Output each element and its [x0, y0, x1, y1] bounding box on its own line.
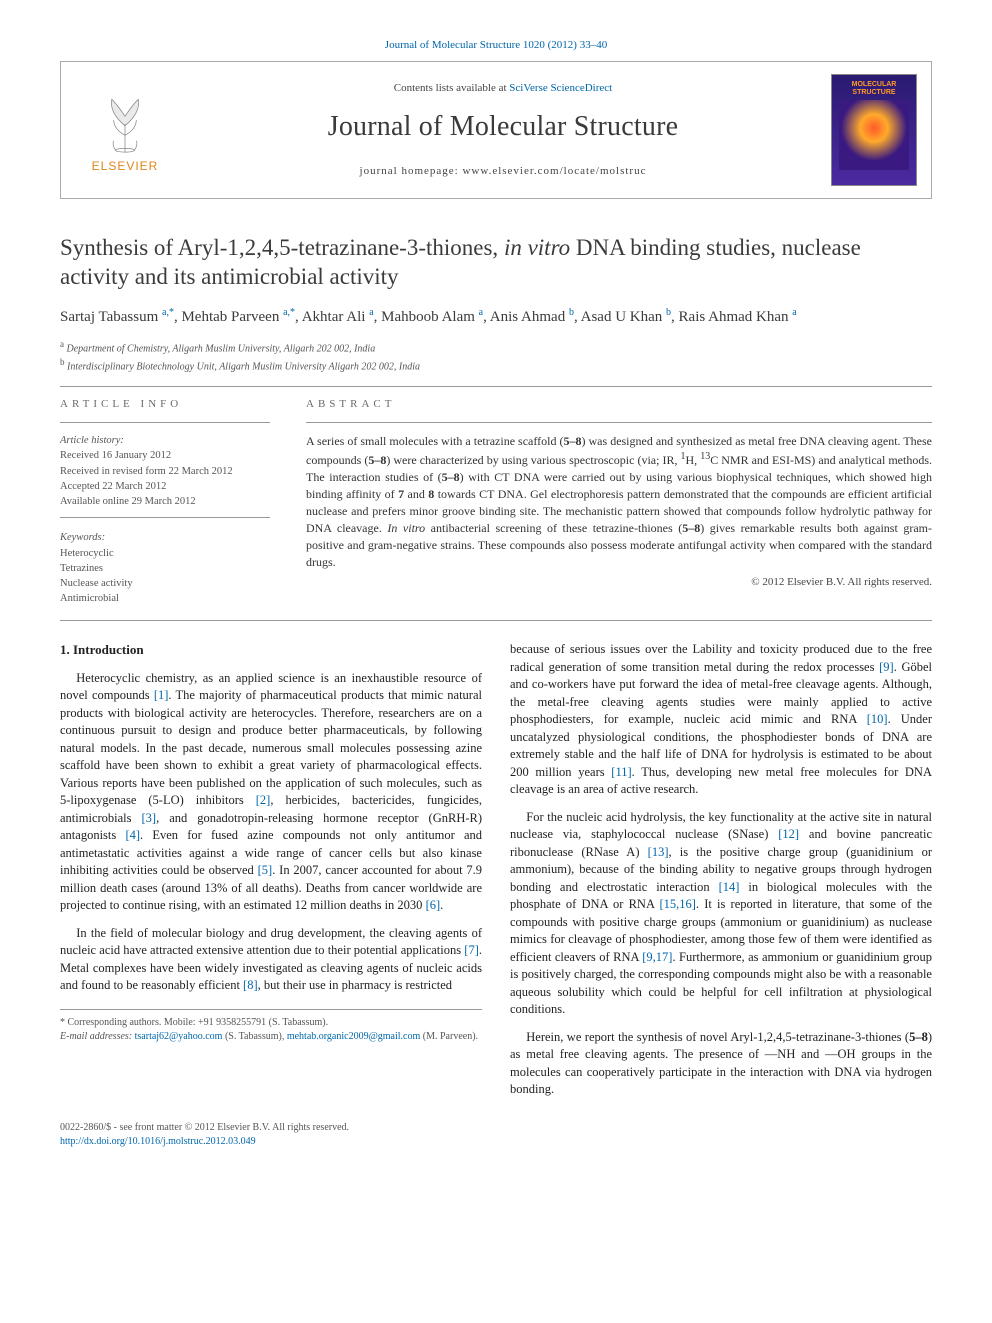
publisher-name: ELSEVIER — [92, 158, 159, 174]
footnotes: * Corresponding authors. Mobile: +91 935… — [60, 1009, 482, 1044]
doi-link[interactable]: http://dx.doi.org/10.1016/j.molstruc.201… — [60, 1136, 256, 1147]
journal-homepage-line: journal homepage: www.elsevier.com/locat… — [175, 164, 831, 179]
sciencedirect-link[interactable]: SciVerse ScienceDirect — [509, 82, 612, 94]
reference-link[interactable]: [11] — [611, 765, 631, 779]
reference-link[interactable]: [8] — [243, 978, 258, 992]
reference-link[interactable]: [3] — [142, 811, 157, 825]
corresponding-author-note: * Corresponding authors. Mobile: +91 935… — [60, 1016, 482, 1030]
emails-label: E-mail addresses: — [60, 1031, 132, 1042]
cover-title: MOLECULAR STRUCTURE — [832, 81, 916, 96]
abstract-text: A series of small molecules with a tetra… — [306, 433, 932, 571]
paragraph: Heterocyclic chemistry, as an applied sc… — [60, 670, 482, 915]
reference-link[interactable]: [9,17] — [642, 950, 672, 964]
keywords-heading: Keywords: — [60, 532, 105, 543]
rule — [60, 422, 270, 423]
author-email-link[interactable]: tsartaj62@yahoo.com — [135, 1031, 223, 1042]
reference-link[interactable]: [5] — [258, 863, 273, 877]
left-column: 1. Introduction Heterocyclic chemistry, … — [60, 641, 482, 1109]
affiliations: a Department of Chemistry, Aligarh Musli… — [60, 338, 932, 375]
keywords-block: Keywords: Heterocyclic Tetrazines Nuclease… — [60, 530, 270, 606]
journal-cover-thumb: MOLECULAR STRUCTURE — [831, 74, 917, 186]
info-row: ARTICLE INFO Article history: Received 1… — [60, 397, 932, 606]
paragraph: Herein, we report the synthesis of novel… — [510, 1029, 932, 1099]
journal-name: Journal of Molecular Structure — [175, 108, 831, 146]
history-heading: Article history: — [60, 435, 124, 446]
article-history: Article history: Received 16 January 201… — [60, 433, 270, 518]
reference-link[interactable]: [10] — [867, 712, 888, 726]
contents-available-line: Contents lists available at SciVerse Sci… — [175, 81, 831, 96]
reference-link[interactable]: [1] — [154, 688, 169, 702]
reference-link[interactable]: [4] — [125, 828, 140, 842]
reference-link[interactable]: [7] — [464, 943, 479, 957]
bottom-bar: 0022-2860/$ - see front matter © 2012 El… — [60, 1121, 932, 1149]
keyword: Heterocyclic — [60, 548, 114, 559]
abstract-copyright: © 2012 Elsevier B.V. All rights reserved… — [306, 575, 932, 590]
paragraph: In the field of molecular biology and dr… — [60, 925, 482, 995]
title-italic: in vitro — [504, 235, 570, 260]
article-title: Synthesis of Aryl-1,2,4,5-tetrazinane-3-… — [60, 233, 932, 292]
rule — [306, 422, 932, 423]
reference-link[interactable]: [12] — [778, 827, 799, 841]
author-list: Sartaj Tabassum a,*, Mehtab Parveen a,*,… — [60, 306, 932, 328]
reference-link[interactable]: [9] — [879, 660, 894, 674]
reference-link[interactable]: [13] — [648, 845, 669, 859]
paragraph: because of serious issues over the Labil… — [510, 641, 932, 799]
journal-banner: ELSEVIER Contents lists available at Sci… — [60, 61, 932, 199]
rule — [60, 620, 932, 621]
elsevier-tree-icon — [95, 86, 155, 156]
abstract-label: ABSTRACT — [306, 397, 932, 412]
rule — [60, 386, 932, 387]
history-line: Received 16 January 2012 — [60, 450, 171, 461]
history-line: Received in revised form 22 March 2012 — [60, 466, 233, 477]
title-pre: Synthesis of Aryl-1,2,4,5-tetrazinane-3-… — [60, 235, 504, 260]
abstract-column: ABSTRACT A series of small molecules wit… — [306, 397, 932, 606]
page: Journal of Molecular Structure 1020 (201… — [0, 0, 992, 1179]
publisher-logo-block: ELSEVIER — [75, 86, 175, 174]
top-citation: Journal of Molecular Structure 1020 (201… — [60, 38, 932, 53]
reference-link[interactable]: [2] — [256, 793, 271, 807]
history-line: Accepted 22 March 2012 — [60, 481, 166, 492]
author-email-link[interactable]: mehtab.organic2009@gmail.com — [287, 1031, 420, 1042]
article-info-column: ARTICLE INFO Article history: Received 1… — [60, 397, 270, 606]
front-matter-line: 0022-2860/$ - see front matter © 2012 El… — [60, 1121, 932, 1135]
cover-art-icon — [839, 100, 909, 170]
reference-link[interactable]: [14] — [719, 880, 740, 894]
email2-suffix: (M. Parveen). — [420, 1031, 478, 1042]
reference-link[interactable]: [15,16] — [659, 897, 695, 911]
email-addresses-line: E-mail addresses: tsartaj62@yahoo.com (S… — [60, 1030, 482, 1044]
keyword: Tetrazines — [60, 563, 103, 574]
history-line: Available online 29 March 2012 — [60, 496, 196, 507]
reference-link[interactable]: [6] — [426, 898, 441, 912]
right-column: because of serious issues over the Labil… — [510, 641, 932, 1109]
email1-suffix: (S. Tabassum), — [222, 1031, 286, 1042]
intro-heading: 1. Introduction — [60, 641, 482, 659]
keyword: Antimicrobial — [60, 593, 119, 604]
keyword: Nuclease activity — [60, 578, 133, 589]
banner-center: Contents lists available at SciVerse Sci… — [175, 81, 831, 178]
contents-prefix: Contents lists available at — [394, 82, 509, 94]
article-info-label: ARTICLE INFO — [60, 397, 270, 412]
paragraph: For the nucleic acid hydrolysis, the key… — [510, 809, 932, 1019]
body-columns: 1. Introduction Heterocyclic chemistry, … — [60, 641, 932, 1109]
